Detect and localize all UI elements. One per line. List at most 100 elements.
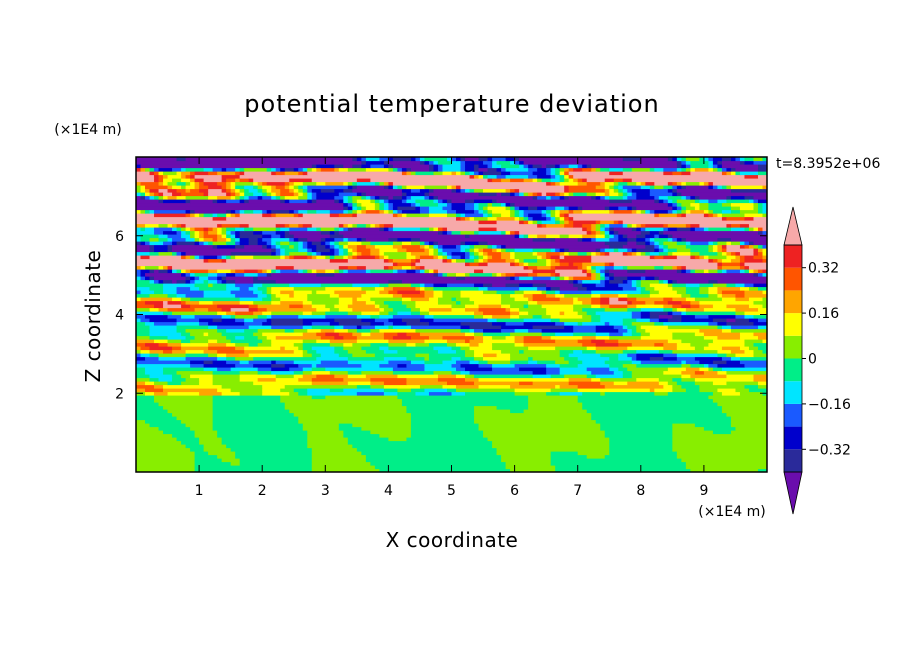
contour-cell — [334, 199, 340, 204]
contour-cell — [474, 311, 484, 316]
contour-cell — [239, 167, 245, 172]
contour-cell — [618, 353, 628, 358]
contour-cell — [253, 332, 263, 337]
contour-cell — [451, 304, 466, 309]
contour-cell — [546, 363, 561, 368]
contour-cell — [239, 237, 250, 242]
contour-cell — [221, 391, 241, 396]
contour-cell — [311, 377, 344, 382]
contour-cell — [757, 167, 767, 172]
contour-cell — [410, 265, 417, 270]
contour-cell — [721, 269, 728, 274]
contour-cell — [203, 255, 218, 260]
contour-cell — [172, 185, 182, 190]
contour-cell — [194, 465, 313, 470]
contour-cell — [537, 286, 547, 291]
contour-cell — [433, 318, 489, 323]
contour-cell — [208, 279, 218, 284]
contour-cell — [717, 402, 767, 407]
contour-cell — [181, 234, 191, 239]
contour-cell — [478, 167, 489, 172]
contour-cell — [667, 391, 714, 396]
contour-cell — [271, 192, 277, 197]
x-unit-label: (×1E4 m) — [698, 504, 765, 520]
contour-cell — [140, 276, 146, 281]
contour-cell — [469, 234, 516, 239]
contour-cell — [392, 293, 403, 298]
contour-cell — [739, 258, 746, 263]
contour-cell — [451, 188, 457, 193]
contour-cell — [559, 255, 565, 260]
contour-cell — [487, 216, 498, 221]
contour-cell — [370, 321, 385, 326]
contour-cell — [465, 262, 471, 267]
contour-cell — [537, 251, 547, 256]
contour-cell — [271, 241, 277, 246]
contour-cell — [555, 213, 561, 218]
contour-cell — [460, 346, 471, 351]
contour-cell — [374, 199, 380, 204]
contour-cell — [631, 328, 637, 333]
contour-cell — [645, 300, 655, 305]
contour-cell — [230, 447, 313, 452]
contour-cell — [757, 164, 767, 169]
contour-cell — [185, 328, 218, 333]
contour-cell — [582, 227, 588, 232]
contour-cell — [744, 216, 755, 221]
contour-cell — [604, 360, 633, 365]
contour-cell — [248, 223, 277, 228]
contour-cell — [428, 248, 435, 253]
contour-cell — [496, 272, 502, 277]
contour-cell — [465, 258, 475, 263]
contour-cell — [582, 300, 592, 305]
contour-cell — [550, 258, 556, 263]
contour-cell — [410, 241, 421, 246]
contour-cell — [442, 360, 457, 365]
contour-cell — [739, 223, 750, 228]
contour-cell — [613, 381, 628, 386]
contour-cell — [289, 185, 295, 190]
contour-cell — [501, 202, 507, 207]
contour-cell — [356, 157, 362, 162]
contour-cell — [690, 167, 696, 172]
contour-cell — [226, 188, 232, 193]
contour-cell — [334, 269, 340, 274]
contour-cell — [609, 335, 642, 340]
contour-cell — [667, 209, 673, 214]
y-axis-ticks: 246 — [115, 229, 767, 402]
contour-cell — [199, 321, 209, 326]
contour-cell — [492, 244, 498, 249]
contour-cell — [492, 164, 502, 169]
contour-cell — [649, 255, 655, 260]
contour-cell — [212, 199, 218, 204]
contour-cell — [325, 237, 335, 242]
contour-cell — [374, 325, 389, 330]
y-axis-label: Z coordinate — [81, 250, 105, 383]
contour-cell — [289, 367, 304, 372]
contour-cell — [618, 230, 642, 235]
contour-cell — [311, 167, 317, 172]
contour-cell — [573, 349, 583, 354]
contour-cell — [176, 279, 187, 284]
contour-cell — [262, 384, 286, 389]
contour-cell — [302, 213, 331, 218]
contour-cell — [383, 223, 394, 228]
contour-cell — [140, 297, 173, 302]
contour-cell — [699, 360, 714, 365]
contour-cell — [212, 416, 299, 421]
contour-cell — [744, 157, 755, 162]
contour-cell — [550, 262, 561, 267]
contour-cell — [595, 349, 624, 354]
contour-cell — [230, 234, 236, 239]
contour-cell — [582, 391, 601, 396]
contour-cell — [685, 241, 691, 246]
contour-cell — [397, 213, 403, 218]
contour-cell — [415, 300, 439, 305]
contour-cell — [577, 297, 592, 302]
contour-cell — [203, 363, 236, 368]
contour-cell — [239, 391, 263, 396]
contour-cell — [514, 202, 669, 207]
contour-cell — [446, 255, 453, 260]
contour-cell — [717, 262, 723, 267]
contour-cell — [609, 356, 619, 361]
